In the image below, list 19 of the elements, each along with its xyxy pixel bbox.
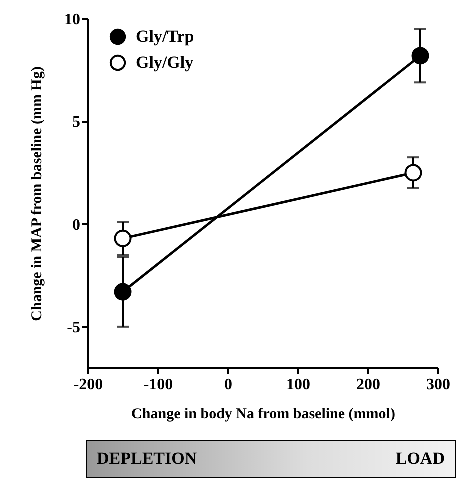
x-tick-label: -200 (74, 376, 104, 394)
y-tick-label: 0 (72, 216, 80, 234)
point (114, 230, 132, 248)
x-tick-label: 200 (356, 376, 380, 394)
x-tick-label: 0 (224, 376, 232, 394)
point (114, 283, 132, 301)
x-tick-label: 300 (426, 376, 450, 394)
legend-label: Gly/Trp (136, 27, 194, 46)
x-tick-label: 100 (286, 376, 310, 394)
y-tick-label: 5 (72, 114, 80, 132)
x-tick-label: -100 (144, 376, 174, 394)
legend-label: Gly/Gly (136, 53, 194, 72)
point (404, 164, 422, 182)
x-axis-title: Change in body Na from baseline (mmol) (132, 406, 396, 422)
shaded-panel: DEPLETION LOAD (86, 440, 456, 478)
y-tick-label: -5 (67, 319, 80, 336)
point (412, 47, 430, 65)
y-tick-label: 10 (64, 12, 80, 28)
y-axis-title: Change in MAP from baseline (mm Hg) (30, 66, 46, 322)
